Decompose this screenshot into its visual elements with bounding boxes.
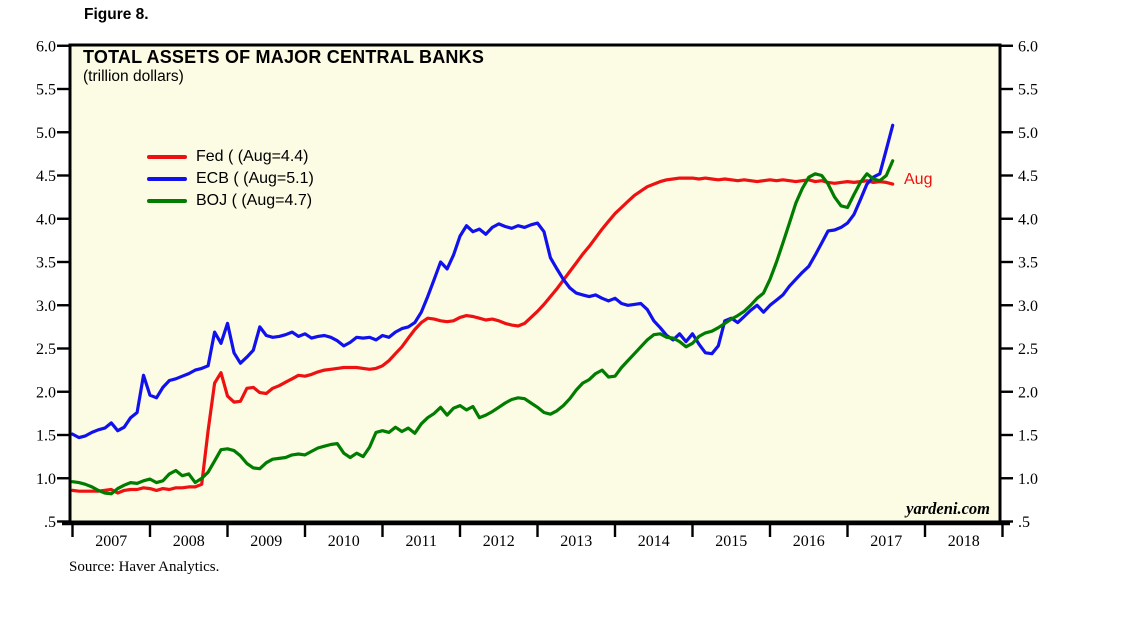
y-tick-label-right: .5 xyxy=(1018,514,1030,531)
y-tick-label-left: 5.0 xyxy=(36,125,56,142)
y-tick-label-right: 5.5 xyxy=(1018,82,1038,99)
y-tick-label-left: 1.5 xyxy=(36,428,56,445)
y-tick-label-right: 5.0 xyxy=(1018,125,1038,142)
y-tick-label-right: 4.5 xyxy=(1018,168,1038,185)
boj-line-swatch-icon xyxy=(147,198,187,204)
x-tick-label: 2013 xyxy=(560,533,592,550)
x-tick-label: 2014 xyxy=(638,533,670,550)
legend-label-boj: BOJ ( (Aug=4.7) xyxy=(196,192,313,209)
y-tick-label-right: 1.0 xyxy=(1018,471,1038,488)
x-tick-label: 2017 xyxy=(870,533,902,550)
y-tick-label-right: 6.0 xyxy=(1018,38,1038,55)
x-tick-label: 2010 xyxy=(328,533,360,550)
y-tick-label-right: 3.0 xyxy=(1018,298,1038,315)
y-tick-label-left: 5.5 xyxy=(36,82,56,99)
fed-series-end-label: Aug xyxy=(904,171,933,188)
source-note: Source: Haver Analytics. xyxy=(69,559,220,575)
y-tick-label-left: 2.0 xyxy=(36,384,56,401)
legend-item-fed: Fed ( (Aug=4.4) xyxy=(147,146,314,168)
legend-label-ecb: ECB ( (Aug=5.1) xyxy=(196,170,314,187)
y-tick-label-right: 4.0 xyxy=(1018,211,1038,228)
y-tick-label-left: 2.5 xyxy=(36,341,56,358)
plot-border xyxy=(68,43,1002,524)
legend-label-fed: Fed ( (Aug=4.4) xyxy=(196,148,309,165)
x-tick-label: 2016 xyxy=(793,533,825,550)
x-tick-label: 2008 xyxy=(173,533,205,550)
x-tick-label: 2012 xyxy=(483,533,515,550)
y-tick-label-left: 3.0 xyxy=(36,298,56,315)
chart-title: TOTAL ASSETS OF MAJOR CENTRAL BANKS xyxy=(83,47,485,67)
chart-subtitle: (trillion dollars) xyxy=(83,68,184,85)
y-tick-label-left: 1.0 xyxy=(36,471,56,488)
y-tick-label-left: 4.0 xyxy=(36,211,56,228)
series-line-boj xyxy=(70,159,895,496)
x-tick-label: 2018 xyxy=(948,533,980,550)
x-tick-label: 2015 xyxy=(715,533,747,550)
series-line-ecb xyxy=(70,123,895,440)
legend-item-boj: BOJ ( (Aug=4.7) xyxy=(147,190,314,212)
legend-item-ecb: ECB ( (Aug=5.1) xyxy=(147,168,314,190)
figure-label: Figure 8. xyxy=(84,6,149,23)
y-tick-label-right: 3.5 xyxy=(1018,255,1038,272)
series-line-fed xyxy=(70,176,895,495)
y-tick-label-right: 2.5 xyxy=(1018,341,1038,358)
legend: Fed ( (Aug=4.4) ECB ( (Aug=5.1) BOJ ( (A… xyxy=(147,146,314,212)
ecb-line-swatch-icon xyxy=(147,176,187,182)
plot-background xyxy=(70,45,1000,522)
x-tick-label: 2011 xyxy=(406,533,437,550)
y-tick-label-left: 6.0 xyxy=(36,38,56,55)
fed-line-swatch-icon xyxy=(147,154,187,160)
y-tick-label-right: 2.0 xyxy=(1018,384,1038,401)
y-tick-label-right: 1.5 xyxy=(1018,428,1038,445)
x-tick-label: 2007 xyxy=(95,533,127,550)
watermark: yardeni.com xyxy=(906,499,990,518)
x-tick-label: 2009 xyxy=(250,533,282,550)
y-tick-label-left: 3.5 xyxy=(36,255,56,272)
y-tick-label-left: 4.5 xyxy=(36,168,56,185)
y-tick-label-left: .5 xyxy=(44,514,56,531)
